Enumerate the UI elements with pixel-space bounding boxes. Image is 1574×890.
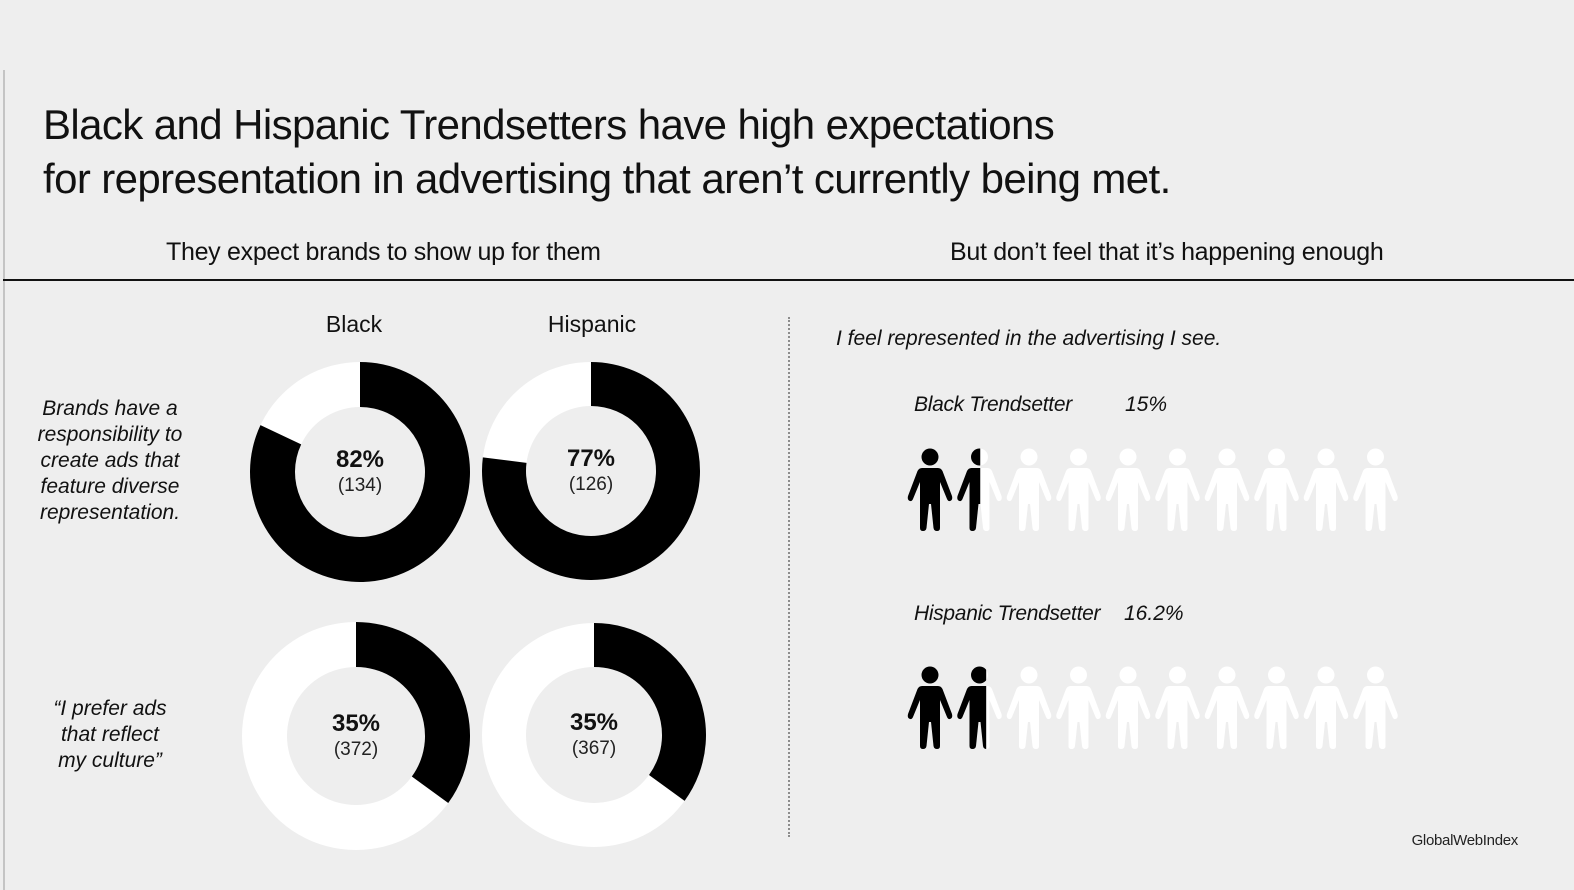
right-section-heading: But don’t feel that it’s happening enoug… [950,238,1384,266]
person-icon [1353,448,1398,531]
row-label-responsibility: Brands have a responsibility to create ads… [10,396,210,526]
column-label-hispanic: Hispanic [547,311,637,337]
donut-hispanic-responsibility: 77% (126) [482,362,700,580]
donut-black-culture: 35% (372) [242,622,470,850]
person-icon [1056,666,1101,749]
source-credit: GlobalWebIndex [1411,832,1519,849]
column-label-black: Black [325,311,383,337]
section-divider [788,317,790,837]
group-label-hispanic: Hispanic Trendsetter [914,602,1101,625]
row-label-line: Brands have a [42,397,178,420]
row-label-line: create ads that [40,449,180,472]
donut-hispanic-culture: 35% (367) [482,623,706,847]
row-label-line: that reflect [60,723,160,746]
donut-value-segment [482,362,700,580]
person-icon [1105,448,1151,531]
person-icon [1254,666,1299,749]
filled-person-icons [907,448,981,531]
group-label-black: Black Trendsetter [914,393,1072,416]
row-label-line: my culture” [58,749,162,772]
page-title: Black and Hispanic Trendsetters have hig… [43,98,1171,206]
person-icon-filled [907,666,953,749]
person-icon [1056,448,1101,531]
person-icon [1303,666,1349,749]
row-label-prefer-culture: “I prefer ads that reflect my culture” [10,696,210,774]
person-icon [1353,666,1398,749]
title-line-2: for representation in advertising that a… [43,155,1171,202]
row-label-line: feature diverse [40,475,180,498]
left-edge-line [3,70,5,890]
person-icon-filled [957,448,981,531]
person-icon [1006,448,1052,531]
left-section-heading: They expect brands to show up for them [166,238,601,266]
person-icon [1204,448,1250,531]
donut-value-segment [356,622,470,804]
header-rule [3,279,1574,281]
donut-black-responsibility: 82% (134) [250,362,470,582]
group-value-black: 15% [1125,393,1168,416]
donut-value-segment [594,623,706,801]
person-icon [1006,666,1052,749]
row-label-line: representation. [39,501,181,524]
survey-question: I feel represented in the advertising I … [836,327,1222,350]
person-icon [1204,666,1250,749]
group-value-hispanic: 16.2% [1124,602,1184,625]
pictogram-black [906,446,1400,532]
person-icon [1155,666,1200,749]
donut-value-segment [250,362,470,582]
title-line-1: Black and Hispanic Trendsetters have hig… [43,101,1055,148]
person-icon [1303,448,1349,531]
row-label-line: responsibility to [37,423,183,446]
filled-person-icons [907,666,987,749]
person-icon [1105,666,1151,749]
person-icon-filled [907,448,953,531]
person-icon [1254,448,1299,531]
pictogram-hispanic [906,664,1400,750]
person-icon [1155,448,1200,531]
person-icon-filled [957,666,987,749]
row-label-line: “I prefer ads [53,697,167,720]
